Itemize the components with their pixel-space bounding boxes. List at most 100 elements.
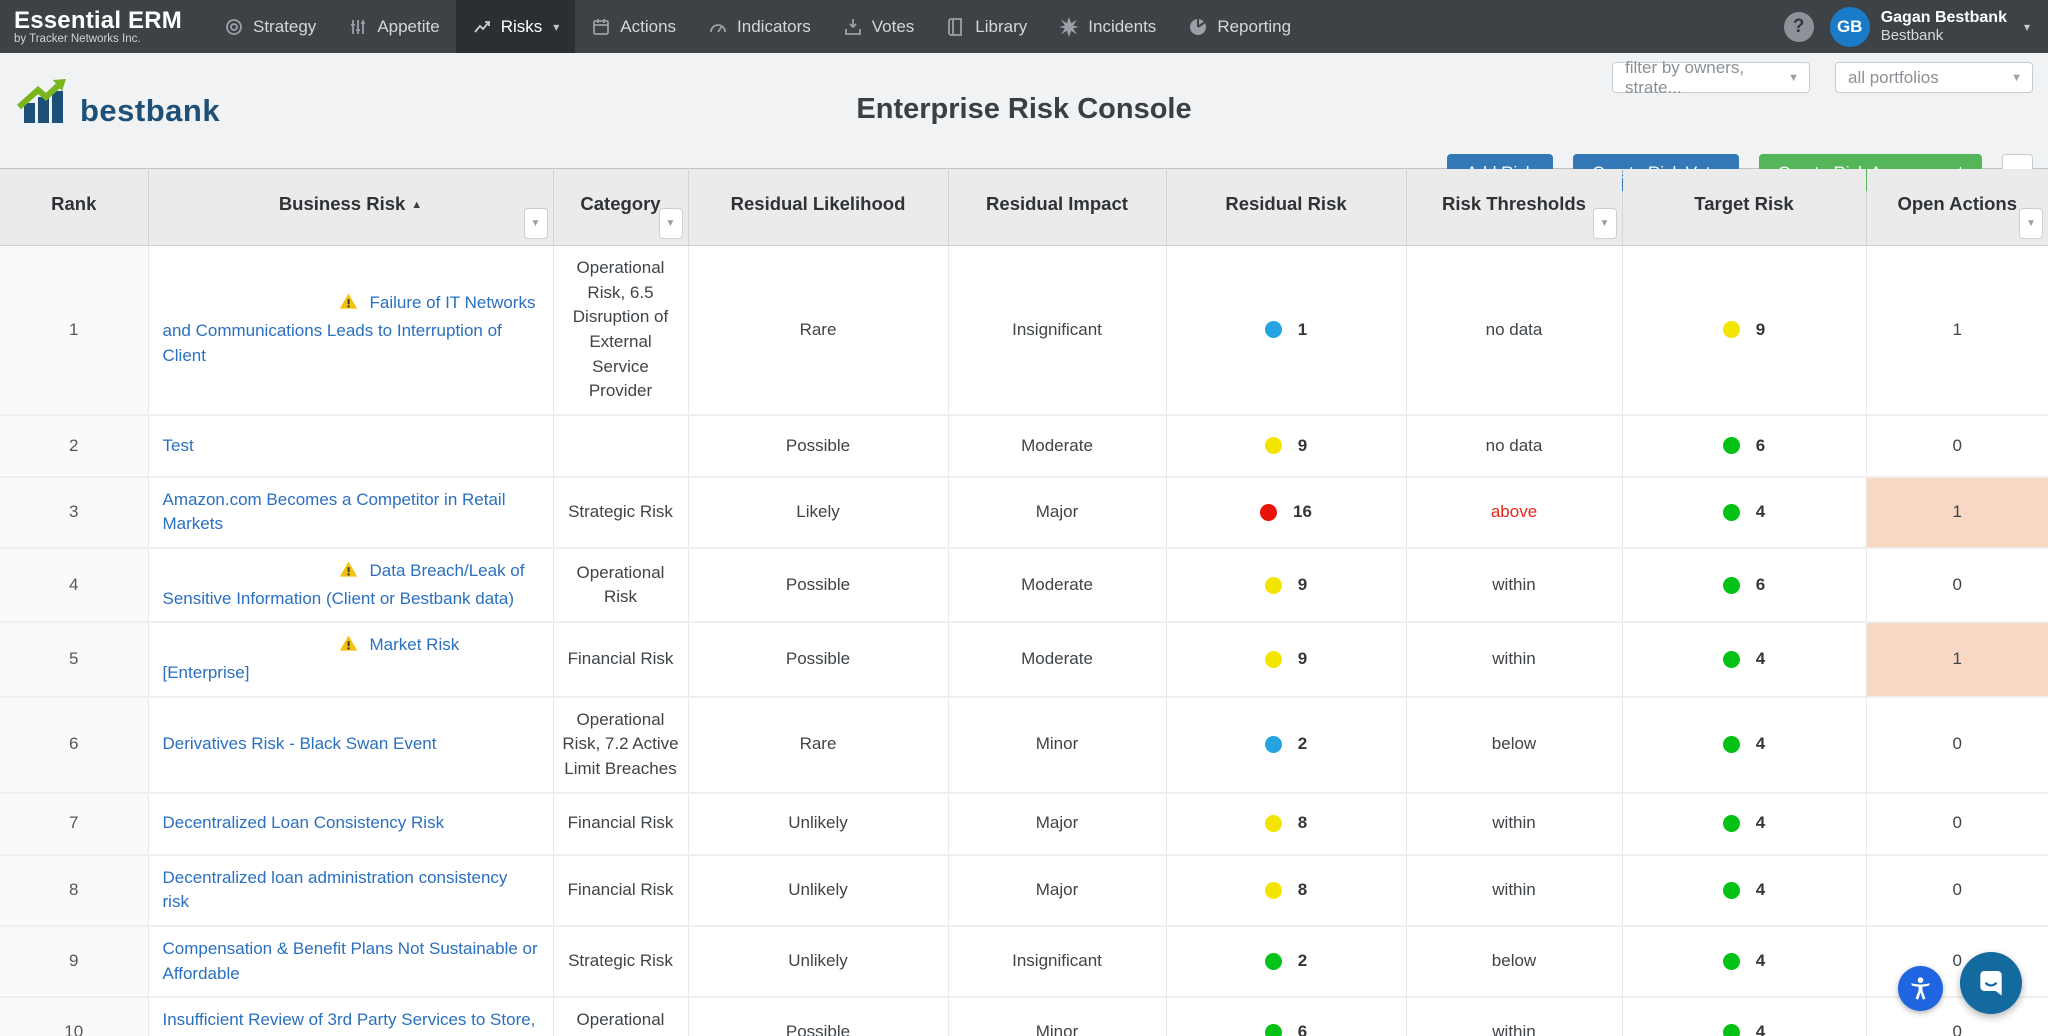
column-header-risk-thresholds[interactable]: Risk Thresholds ▼ bbox=[1406, 168, 1623, 246]
column-header-business-risk[interactable]: Business Risk ▲ ▼ bbox=[148, 168, 554, 246]
nav-item-risks[interactable]: Risks ▾ bbox=[455, 0, 576, 53]
table-row: 3 Amazon.com Becomes a Competitor in Ret… bbox=[0, 476, 2048, 550]
rank-cell: 6 bbox=[0, 696, 149, 794]
business-risk-cell: Market Risk [Enterprise] bbox=[148, 622, 554, 698]
residual-risk-cell: 6 bbox=[1166, 997, 1407, 1036]
accessibility-button[interactable] bbox=[1898, 966, 1943, 1011]
residual-risk-value: 9 bbox=[1297, 649, 1308, 669]
column-header-residual-likelihood[interactable]: Residual Likelihood bbox=[688, 168, 949, 246]
nav-item-library[interactable]: Library bbox=[930, 0, 1043, 53]
rank-cell: 8 bbox=[0, 854, 149, 927]
residual-impact-cell: Moderate bbox=[948, 548, 1167, 624]
rank-cell: 7 bbox=[0, 792, 149, 856]
threshold-value: below bbox=[1406, 696, 1623, 794]
open-actions-cell: 1 bbox=[1866, 476, 2048, 550]
residual-impact-cell: Moderate bbox=[948, 414, 1167, 478]
column-header-target-risk[interactable]: Target Risk bbox=[1622, 168, 1867, 246]
residual-risk-value: 16 bbox=[1293, 502, 1312, 522]
column-header-rank[interactable]: Rank bbox=[0, 168, 149, 246]
accessibility-icon bbox=[1911, 977, 1930, 1000]
residual-likelihood-cell: Possible bbox=[688, 622, 949, 698]
residual-risk-value: 8 bbox=[1297, 879, 1308, 899]
bestbank-logo-icon bbox=[16, 79, 66, 123]
target-risk-cell: 9 bbox=[1622, 245, 1867, 416]
portfolio-filter-select[interactable]: all portfolios ▼ bbox=[1835, 62, 2033, 93]
threshold-value: within bbox=[1406, 792, 1623, 856]
business-risk-link[interactable]: Decentralized loan administration consis… bbox=[162, 867, 508, 912]
filter-icon[interactable]: ▼ bbox=[523, 208, 548, 239]
residual-impact-cell: Minor bbox=[948, 997, 1167, 1036]
target-risk-cell: 6 bbox=[1622, 414, 1867, 478]
category-cell: Strategic Risk bbox=[553, 476, 689, 550]
book-icon bbox=[946, 17, 966, 37]
column-header-residual-impact[interactable]: Residual Impact bbox=[948, 168, 1167, 246]
page-title: Enterprise Risk Console bbox=[856, 93, 1192, 125]
filter-icon[interactable]: ▼ bbox=[1592, 208, 1617, 239]
table-row: 9 Compensation & Benefit Plans Not Susta… bbox=[0, 925, 2048, 999]
residual-risk-value: 9 bbox=[1297, 435, 1308, 455]
top-nav-bar: Essential ERM by Tracker Networks Inc. S… bbox=[0, 0, 2048, 53]
table-row: 2 Test Possible Moderate 9 no data 6 0 bbox=[0, 414, 2048, 478]
filter-icon[interactable]: ▼ bbox=[2019, 208, 2043, 239]
business-risk-link[interactable]: Data Breach/Leak of Sensitive Informatio… bbox=[162, 561, 525, 608]
nav-item-actions[interactable]: Actions bbox=[575, 0, 692, 53]
business-risk-link[interactable]: Insufficient Review of 3rd Party Service… bbox=[162, 1010, 536, 1036]
table-row: 8 Decentralized loan administration cons… bbox=[0, 854, 2048, 927]
app-brand[interactable]: Essential ERM by Tracker Networks Inc. bbox=[0, 0, 208, 53]
nav-item-reporting[interactable]: Reporting bbox=[1172, 0, 1307, 53]
target-risk-value: 4 bbox=[1755, 502, 1766, 522]
business-risk-cell: Test bbox=[148, 414, 554, 478]
app-title: Essential ERM bbox=[14, 6, 182, 34]
nav-item-appetite[interactable]: Appetite bbox=[332, 0, 455, 53]
nav-item-incidents[interactable]: Incidents bbox=[1043, 0, 1172, 53]
table-row: 6 Derivatives Risk - Black Swan Event Op… bbox=[0, 696, 2048, 794]
business-risk-link[interactable]: Derivatives Risk - Black Swan Event bbox=[162, 734, 437, 754]
business-risk-link[interactable]: Decentralized Loan Consistency Risk bbox=[162, 813, 445, 833]
column-header-open-actions[interactable]: Open Actions ▼ bbox=[1866, 168, 2048, 246]
target-risk-value: 4 bbox=[1755, 813, 1766, 833]
filter-icon[interactable]: ▼ bbox=[658, 208, 683, 239]
residual-risk-cell: 16 bbox=[1166, 476, 1407, 550]
residual-risk-dot bbox=[1264, 881, 1282, 899]
threshold-value: no data bbox=[1406, 245, 1623, 416]
residual-likelihood-cell: Rare bbox=[688, 245, 949, 416]
ballot-icon bbox=[843, 17, 863, 37]
open-actions-cell: 1 bbox=[1866, 622, 2048, 698]
business-risk-link[interactable]: Compensation & Benefit Plans Not Sustain… bbox=[162, 938, 538, 983]
category-cell: Operational Risk bbox=[553, 997, 689, 1036]
residual-impact-cell: Major bbox=[948, 476, 1167, 550]
avatar: GB bbox=[1829, 6, 1870, 47]
residual-risk-value: 2 bbox=[1297, 951, 1308, 971]
nav-item-votes[interactable]: Votes bbox=[827, 0, 931, 53]
help-icon[interactable]: ? bbox=[1783, 11, 1814, 42]
target-risk-dot bbox=[1722, 881, 1740, 899]
owners-filter-select[interactable]: filter by owners, strate... ▼ bbox=[1612, 58, 1810, 97]
target-risk-value: 4 bbox=[1755, 649, 1766, 669]
chat-button[interactable] bbox=[1960, 952, 2022, 1014]
rank-cell: 5 bbox=[0, 622, 149, 698]
business-risk-cell: Compensation & Benefit Plans Not Sustain… bbox=[148, 925, 554, 999]
user-org: Bestbank bbox=[1880, 27, 1944, 45]
bestbank-logo-text: bestbank bbox=[80, 92, 221, 128]
target-risk-cell: 4 bbox=[1622, 997, 1867, 1036]
business-risk-cell: Data Breach/Leak of Sensitive Informatio… bbox=[148, 548, 554, 624]
business-risk-link[interactable]: Failure of IT Networks and Communication… bbox=[162, 293, 536, 365]
business-risk-link[interactable]: Test bbox=[162, 435, 194, 455]
column-header-category[interactable]: Category ▼ bbox=[553, 168, 689, 246]
business-risk-link[interactable]: Market Risk [Enterprise] bbox=[162, 635, 460, 683]
warning-icon bbox=[251, 560, 358, 587]
business-risk-link[interactable]: Amazon.com Becomes a Competitor in Retai… bbox=[162, 489, 506, 534]
nav-item-strategy[interactable]: Strategy bbox=[208, 0, 332, 53]
nav-right: ? GB Gagan Bestbank Bestbank ▾ bbox=[1783, 0, 2048, 53]
column-header-residual-risk[interactable]: Residual Risk bbox=[1166, 168, 1407, 246]
nav-item-indicators[interactable]: Indicators bbox=[692, 0, 827, 53]
user-menu[interactable]: GB Gagan Bestbank Bestbank ▾ bbox=[1829, 6, 2030, 47]
residual-likelihood-cell: Unlikely bbox=[688, 854, 949, 927]
category-cell: Strategic Risk bbox=[553, 925, 689, 999]
open-actions-cell: 0 bbox=[1866, 792, 2048, 856]
filters-row: filter by owners, strate... ▼ all portfo… bbox=[1612, 58, 2033, 97]
residual-risk-dot bbox=[1264, 651, 1282, 669]
chevron-down-icon: ▾ bbox=[2023, 19, 2030, 34]
category-cell bbox=[553, 414, 689, 478]
residual-likelihood-cell: Possible bbox=[688, 997, 949, 1036]
